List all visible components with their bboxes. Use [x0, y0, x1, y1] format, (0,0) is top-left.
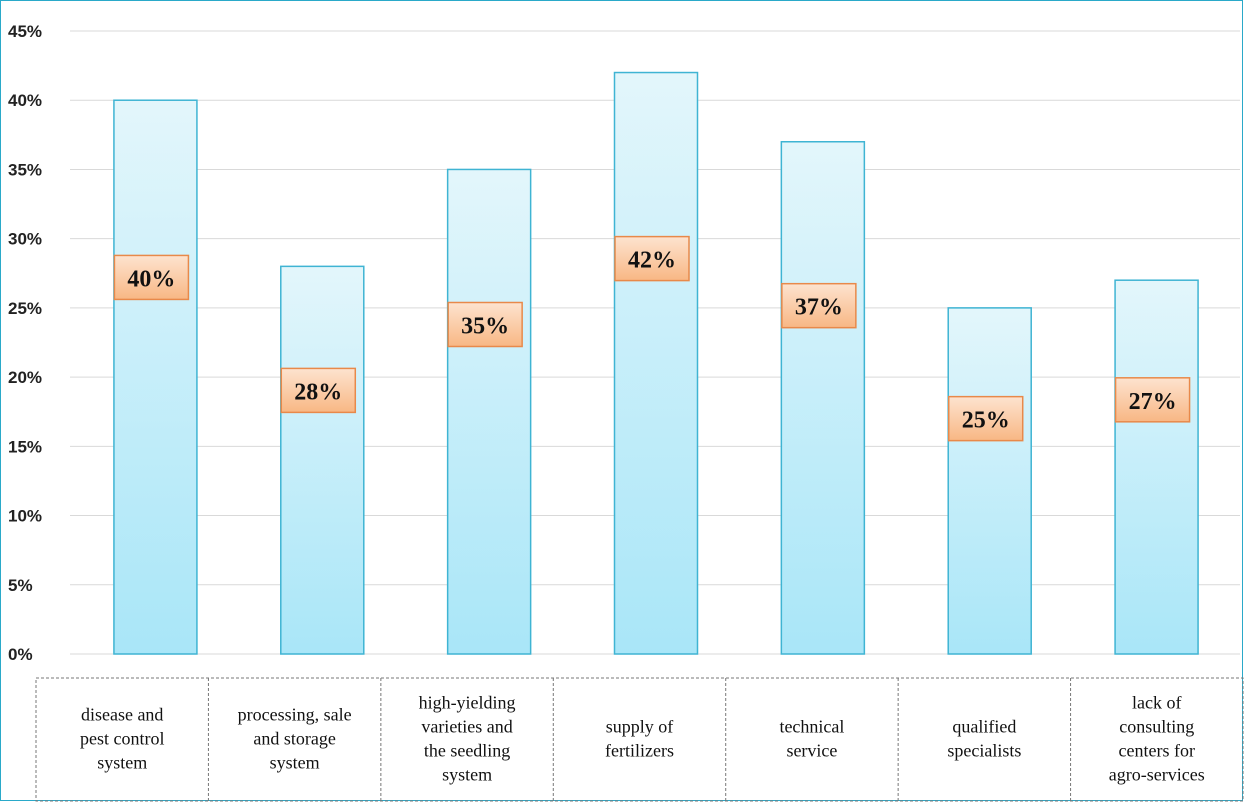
y-tick-label: 35% — [8, 160, 42, 179]
y-tick-label: 10% — [8, 507, 42, 526]
category-label: high-yielding varieties and the seedling sy… — [419, 693, 516, 785]
data-label-box — [614, 235, 690, 282]
y-tick-label: 30% — [8, 230, 42, 249]
data-labels: 40% 28% 35% 42% 37% 25% 27% — [113, 235, 1191, 442]
bar — [780, 141, 866, 655]
data-label-box — [781, 282, 857, 329]
y-tick-label: 20% — [8, 368, 42, 387]
data-label-box — [113, 254, 190, 301]
bar — [1114, 279, 1199, 655]
category-axis: disease and pest control system processing,… — [35, 677, 1244, 802]
category-label: processing, sale and storage system — [238, 705, 352, 773]
y-tick-label: 45% — [8, 22, 42, 41]
data-label-box — [280, 367, 357, 414]
y-axis-ticks: 0% 5% 10% 15% 20% 25% 30% 35% 40% 45% — [8, 22, 42, 664]
data-label: 28% — [294, 379, 342, 405]
category-label: technical service — [779, 717, 844, 761]
category-label: qualified specialists — [947, 717, 1021, 761]
bar — [280, 265, 365, 655]
data-label-box — [447, 301, 523, 348]
y-tick-label: 0% — [8, 645, 33, 664]
data-label-box — [1114, 377, 1191, 423]
y-tick-label: 5% — [8, 576, 33, 595]
data-label-box — [947, 395, 1024, 442]
bar — [613, 71, 699, 655]
data-label: 37% — [795, 295, 843, 321]
data-label: 40% — [127, 266, 175, 292]
data-label: 27% — [1129, 389, 1177, 415]
bars — [113, 71, 1199, 655]
y-tick-label: 25% — [8, 299, 42, 318]
bar — [947, 307, 1032, 655]
y-tick-label: 40% — [8, 91, 42, 110]
data-label: 25% — [962, 408, 1010, 434]
data-label: 42% — [628, 248, 676, 274]
bar — [446, 168, 532, 655]
category-label: supply of fertilizers — [605, 717, 674, 761]
bar — [113, 99, 198, 655]
y-tick-label: 15% — [8, 437, 42, 456]
category-label: disease and pest control system — [80, 705, 164, 773]
data-label: 35% — [461, 314, 509, 340]
category-label: lack of consulting centers for agro-service… — [1109, 693, 1205, 785]
category-table-border — [35, 677, 1244, 802]
